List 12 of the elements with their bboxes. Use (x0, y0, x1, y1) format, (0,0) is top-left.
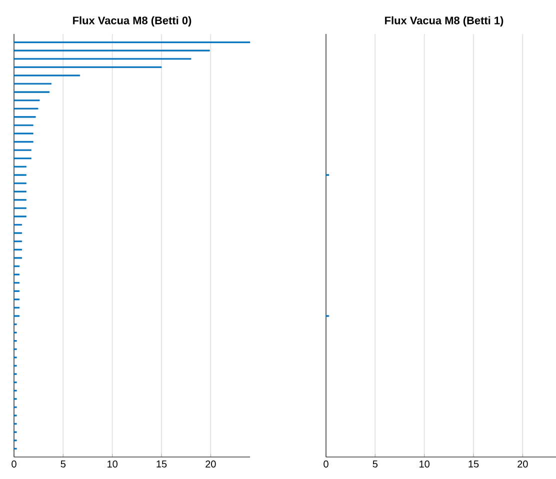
x-tick-label: 10 (420, 460, 430, 468)
chart-title: Flux Vacua M8 (Betti 1) (385, 16, 504, 26)
x-tick-label: 5 (60, 460, 66, 468)
x-tick-label: 20 (206, 460, 216, 468)
x-tick-label: 0 (324, 460, 328, 468)
x-tick-label: 15 (468, 460, 479, 468)
x-tick-label: 10 (108, 460, 118, 468)
x-tick-label: 0 (12, 460, 16, 468)
x-tick-label: 5 (372, 460, 378, 468)
x-tick-label: 20 (518, 460, 528, 468)
chart-title: Flux Vacua M8 (Betti 0) (73, 16, 192, 26)
x-tick-label: 15 (156, 460, 167, 468)
